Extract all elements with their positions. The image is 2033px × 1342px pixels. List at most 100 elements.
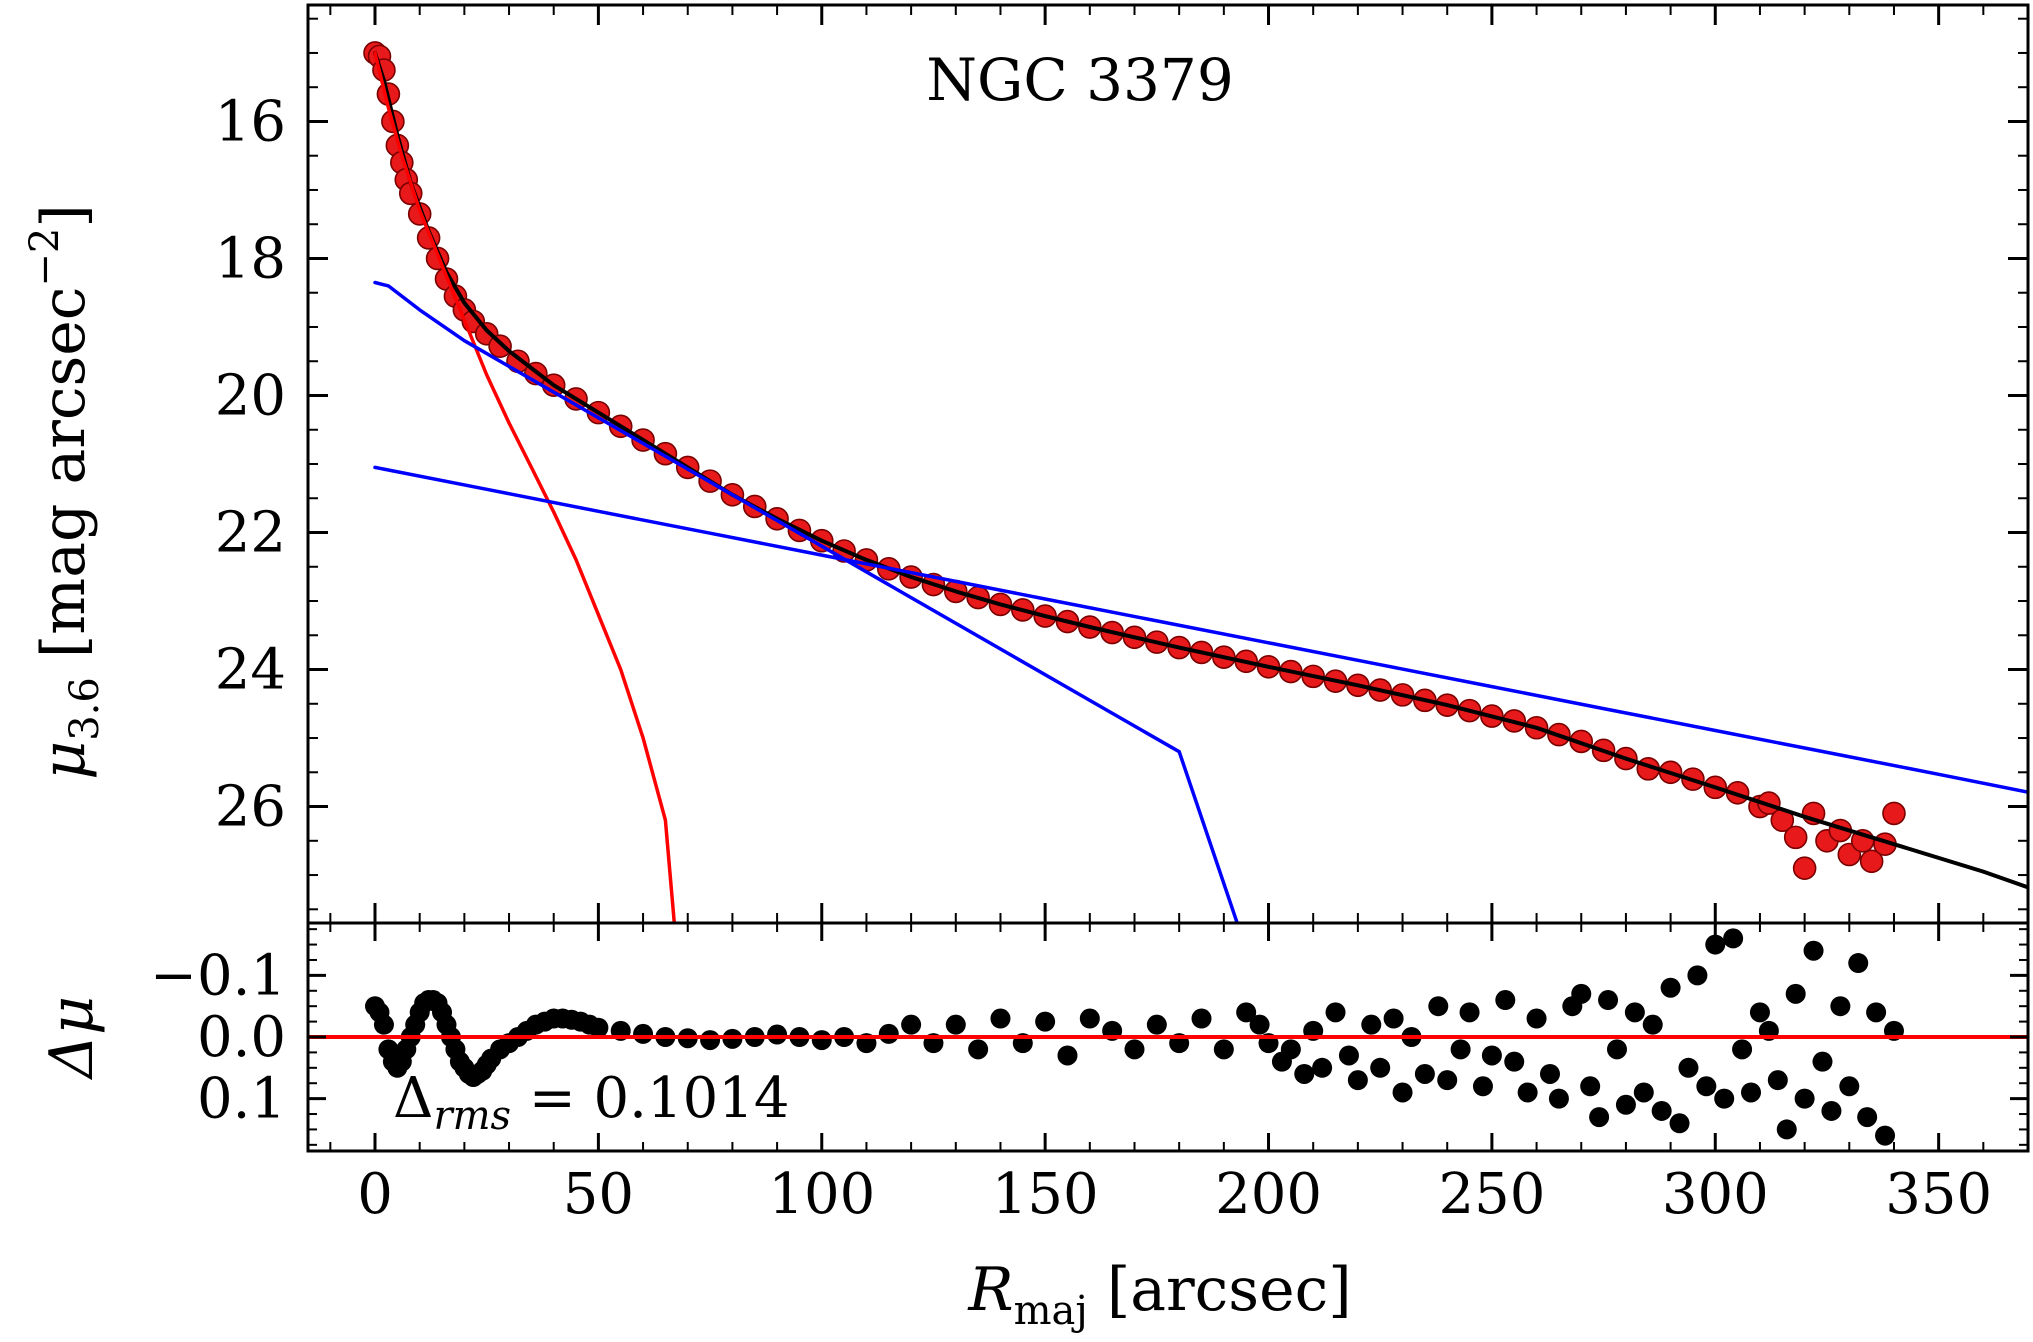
x-tick-label: 200 bbox=[1215, 1162, 1322, 1227]
residual-point-94 bbox=[1539, 1063, 1560, 1084]
y-tick-label: 26 bbox=[215, 775, 286, 840]
y-title-close: ] bbox=[29, 204, 99, 227]
residual-point-124 bbox=[1812, 1051, 1833, 1072]
tick-labels: 0 50 100 150 200 250 300 350 16 18 20 22 24 26 −0.10.0… bbox=[150, 89, 1992, 1227]
residual-point-62 bbox=[1124, 1039, 1145, 1060]
residual-point-83 bbox=[1414, 1063, 1435, 1084]
residual-point-128 bbox=[1848, 953, 1869, 974]
residual-point-113 bbox=[1714, 1088, 1735, 1109]
residual-point-63 bbox=[1146, 1014, 1167, 1035]
residual-point-85 bbox=[1437, 1070, 1458, 1091]
residual-point-60 bbox=[1079, 1008, 1100, 1029]
residual-point-43 bbox=[700, 1030, 721, 1051]
residual-point-117 bbox=[1749, 1002, 1770, 1023]
residual-point-127 bbox=[1839, 1076, 1860, 1097]
residual-markers bbox=[365, 928, 1904, 1146]
x-tick-label: 150 bbox=[992, 1162, 1099, 1227]
residual-point-67 bbox=[1236, 1002, 1257, 1023]
data-point-84 bbox=[1859, 849, 1884, 874]
y-title-superscript: −2 bbox=[22, 228, 68, 287]
residual-point-115 bbox=[1732, 1039, 1753, 1060]
residual-point-95 bbox=[1548, 1088, 1569, 1109]
axis-ticks bbox=[308, 5, 2029, 1151]
residual-point-59 bbox=[1057, 1045, 1078, 1066]
residual-point-68 bbox=[1249, 1014, 1270, 1035]
residual-point-121 bbox=[1785, 983, 1806, 1004]
residual-point-106 bbox=[1651, 1100, 1672, 1121]
residual-point-116 bbox=[1741, 1082, 1762, 1103]
residual-point-40 bbox=[633, 1023, 654, 1044]
x-axis-title: Rmaj [arcsec] bbox=[967, 1255, 1351, 1334]
rms-value: = 0.1014 bbox=[511, 1066, 789, 1131]
residual-point-88 bbox=[1472, 1076, 1493, 1097]
residual-point-97 bbox=[1571, 983, 1592, 1004]
residual-point-51 bbox=[878, 1023, 899, 1044]
rms-delta: Δ bbox=[393, 1066, 433, 1131]
residual-point-126 bbox=[1830, 996, 1851, 1017]
y-tick-label: 18 bbox=[215, 226, 286, 291]
residual-point-56 bbox=[990, 1008, 1011, 1029]
residual-point-100 bbox=[1598, 990, 1619, 1011]
residual-point-98 bbox=[1580, 1076, 1601, 1097]
residual-point-46 bbox=[767, 1024, 788, 1045]
y-tick-label: 24 bbox=[215, 638, 286, 703]
residual-point-130 bbox=[1866, 1002, 1887, 1023]
residual-point-91 bbox=[1504, 1051, 1525, 1072]
residual-point-129 bbox=[1857, 1107, 1878, 1128]
residual-point-65 bbox=[1191, 1008, 1212, 1029]
bulge-component-line bbox=[373, 51, 677, 923]
residual-point-86 bbox=[1450, 1039, 1471, 1060]
residual-point-105 bbox=[1642, 1014, 1663, 1035]
residual-point-107 bbox=[1660, 977, 1681, 998]
residual-y-tick-label: 0.0 bbox=[197, 1005, 286, 1070]
residual-point-120 bbox=[1776, 1119, 1797, 1140]
residual-point-74 bbox=[1312, 1057, 1333, 1078]
x-title-symbol: R bbox=[967, 1255, 1013, 1325]
residual-point-114 bbox=[1723, 928, 1744, 949]
residual-point-90 bbox=[1495, 990, 1516, 1011]
residual-point-48 bbox=[811, 1030, 832, 1051]
total-model-line bbox=[373, 51, 2028, 890]
residual-point-104 bbox=[1633, 1082, 1654, 1103]
inner-exponential-component-line bbox=[373, 280, 1239, 923]
x-tick-label: 250 bbox=[1438, 1162, 1545, 1227]
residual-point-77 bbox=[1347, 1070, 1368, 1091]
residual-point-123 bbox=[1803, 940, 1824, 961]
x-tick-label: 350 bbox=[1885, 1162, 1992, 1227]
residual-point-119 bbox=[1767, 1070, 1788, 1091]
residual-point-78 bbox=[1361, 1014, 1382, 1035]
y-tick-label: 16 bbox=[215, 89, 286, 154]
residual-point-122 bbox=[1794, 1088, 1815, 1109]
residual-point-52 bbox=[901, 1014, 922, 1035]
residual-point-101 bbox=[1606, 1039, 1627, 1060]
residual-point-58 bbox=[1035, 1011, 1056, 1032]
residual-point-112 bbox=[1705, 934, 1726, 955]
rms-subscript: rms bbox=[433, 1093, 511, 1139]
chart-title: NGC 3379 bbox=[926, 46, 1234, 114]
residual-point-66 bbox=[1213, 1039, 1234, 1060]
residual-point-38 bbox=[588, 1017, 609, 1038]
residual-point-89 bbox=[1481, 1045, 1502, 1066]
data-point-17 bbox=[488, 334, 512, 358]
residual-point-131 bbox=[1875, 1125, 1896, 1146]
y-tick-label: 22 bbox=[215, 501, 286, 566]
residual-y-tick-label: −0.1 bbox=[150, 943, 286, 1008]
x-tick-label: 0 bbox=[357, 1162, 393, 1227]
x-tick-label: 300 bbox=[1662, 1162, 1769, 1227]
residual-point-81 bbox=[1392, 1082, 1413, 1103]
x-tick-label: 100 bbox=[768, 1162, 875, 1227]
outer-exponential-component-line bbox=[373, 465, 2028, 794]
residual-point-111 bbox=[1696, 1076, 1717, 1097]
y-title-symbol: μ bbox=[29, 741, 99, 780]
residual-point-93 bbox=[1526, 1008, 1547, 1029]
x-tick-label: 50 bbox=[563, 1162, 634, 1227]
rms-annotation: Δrms = 0.1014 bbox=[393, 1066, 790, 1139]
residual-point-75 bbox=[1325, 1002, 1346, 1023]
residual-point-99 bbox=[1589, 1107, 1610, 1128]
residual-point-87 bbox=[1459, 1002, 1480, 1023]
residual-point-110 bbox=[1687, 965, 1708, 986]
residual-point-72 bbox=[1294, 1063, 1315, 1084]
data-point-78 bbox=[1792, 856, 1817, 880]
main-y-axis-title: μ3.6 [mag arcsec−2] bbox=[22, 204, 108, 780]
